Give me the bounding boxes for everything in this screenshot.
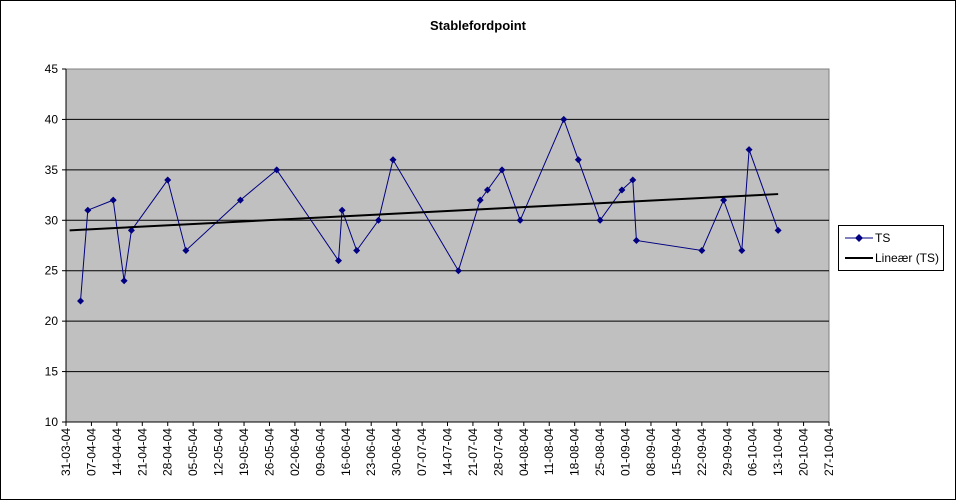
data-point-ts xyxy=(77,297,85,305)
x-tick-label: 31-03-04 xyxy=(59,428,73,476)
x-tick-label: 26-05-04 xyxy=(262,428,276,476)
y-tick-label: 40 xyxy=(45,112,59,126)
data-point-ts xyxy=(498,166,506,174)
x-tick-label: 07-04-04 xyxy=(84,428,98,476)
data-point-ts xyxy=(236,196,244,204)
x-tick-label: 28-04-04 xyxy=(161,428,175,476)
x-tick-label: 21-04-04 xyxy=(135,428,149,476)
series-layer xyxy=(69,115,782,305)
data-point-ts xyxy=(454,267,462,275)
x-tick-label: 07-07-04 xyxy=(415,428,429,476)
data-point-ts xyxy=(374,216,382,224)
x-tick-label: 28-07-04 xyxy=(491,428,505,476)
x-tick-label: 01-09-04 xyxy=(619,428,633,476)
x-tick-label: 14-07-04 xyxy=(441,428,455,476)
x-tick-label: 19-05-04 xyxy=(237,428,251,476)
legend-swatch-trend xyxy=(845,257,873,259)
x-tick-label: 21-07-04 xyxy=(466,428,480,476)
y-tick-label: 25 xyxy=(45,264,59,278)
x-tick-label: 04-08-04 xyxy=(517,428,531,476)
data-point-ts xyxy=(120,277,128,285)
data-point-ts xyxy=(632,236,640,244)
x-tick-label: 02-06-04 xyxy=(288,428,302,476)
legend-item-trend: Lineær (TS) xyxy=(839,249,943,267)
y-tick-label: 20 xyxy=(45,314,59,328)
data-point-ts xyxy=(738,247,746,255)
data-point-ts xyxy=(84,206,92,214)
x-tick-label: 14-04-04 xyxy=(110,428,124,476)
data-point-ts xyxy=(720,196,728,204)
x-tick-label: 27-10-04 xyxy=(822,428,836,476)
x-axis-ticks: 31-03-04 07-04-04 14-04-04 21-04-04 28-04-04… xyxy=(59,422,836,476)
y-tick-label: 10 xyxy=(45,415,59,429)
data-point-ts xyxy=(353,247,361,255)
x-tick-label: 23-06-04 xyxy=(364,428,378,476)
legend-swatch-ts xyxy=(845,234,873,242)
data-point-ts xyxy=(483,186,491,194)
x-tick-label: 13-10-04 xyxy=(771,428,785,476)
data-point-ts xyxy=(127,226,135,234)
x-tick-label: 09-06-04 xyxy=(313,428,327,476)
legend-item-ts: TS xyxy=(839,229,943,247)
data-point-ts xyxy=(273,166,281,174)
chart-title: Stablefordpoint xyxy=(429,18,527,33)
x-tick-label: 05-05-04 xyxy=(186,428,200,476)
x-tick-label: 18-08-04 xyxy=(568,428,582,476)
data-point-ts xyxy=(164,176,172,184)
y-tick-label: 35 xyxy=(45,163,59,177)
data-point-ts xyxy=(476,196,484,204)
data-point-ts xyxy=(389,156,397,164)
x-tick-label: 11-08-04 xyxy=(542,428,556,475)
data-point-ts xyxy=(618,186,626,194)
legend-label-trend: Lineær (TS) xyxy=(875,251,940,265)
x-tick-label: 25-08-04 xyxy=(593,428,607,476)
x-tick-label: 16-06-04 xyxy=(339,428,353,476)
gridlines xyxy=(66,118,829,373)
data-point-ts xyxy=(516,216,524,224)
data-point-ts xyxy=(774,226,782,234)
x-tick-label: 06-10-04 xyxy=(746,428,760,476)
data-point-ts xyxy=(182,247,190,255)
trendline-linear xyxy=(69,193,779,232)
data-point-ts xyxy=(629,176,637,184)
x-tick-label: 29-09-04 xyxy=(720,428,734,476)
data-point-ts xyxy=(698,247,706,255)
data-point-ts xyxy=(109,196,117,204)
y-axis-ticks: 10 15 20 25 30 35 40 45 xyxy=(45,62,66,429)
data-point-ts xyxy=(338,206,346,214)
x-tick-label: 20-10-04 xyxy=(797,428,811,476)
y-tick-label: 15 xyxy=(45,365,59,379)
legend-label-ts: TS xyxy=(875,231,891,245)
data-point-ts xyxy=(596,216,604,224)
x-tick-label: 15-09-04 xyxy=(669,428,683,476)
y-tick-label: 30 xyxy=(45,213,59,227)
x-tick-label: 12-05-04 xyxy=(212,428,226,476)
series-line-ts xyxy=(80,118,779,302)
x-tick-label: 08-09-04 xyxy=(644,428,658,476)
data-point-ts xyxy=(745,146,753,154)
data-point-ts xyxy=(560,115,568,123)
plot-area xyxy=(65,68,830,423)
data-point-ts xyxy=(574,156,582,164)
y-tick-label: 45 xyxy=(45,62,59,76)
legend: TS Lineær (TS) xyxy=(838,225,944,271)
x-tick-label: 30-06-04 xyxy=(390,428,404,476)
data-point-ts xyxy=(335,257,342,265)
x-tick-label: 22-09-04 xyxy=(695,428,709,476)
